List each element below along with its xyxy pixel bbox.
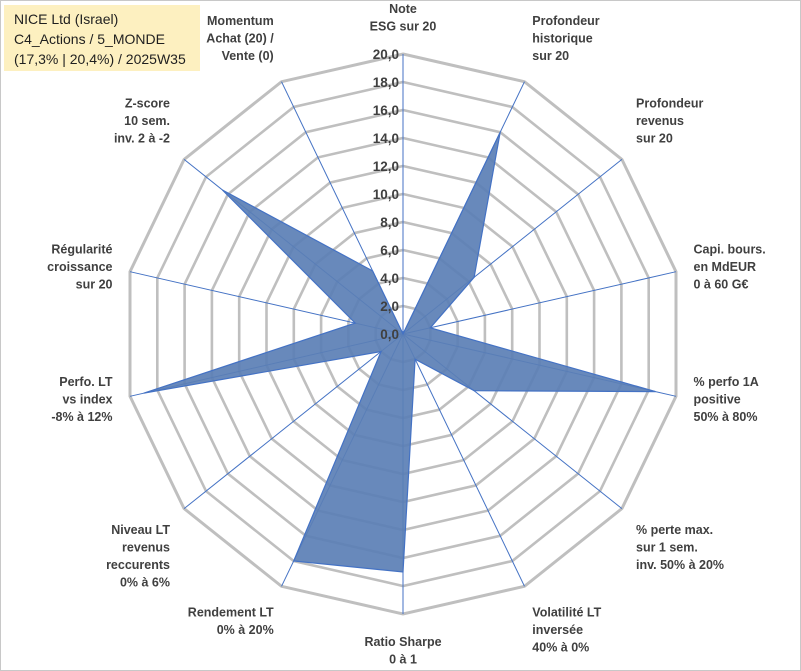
tick-label: 2,0 xyxy=(380,299,399,314)
axis-label-line: Profondeur xyxy=(532,14,599,28)
axis-label: Rendement LT 0% à 20% xyxy=(188,606,274,638)
axis-label-line: 0 à 1 xyxy=(389,653,417,667)
axis-label-line: reccurents xyxy=(106,558,170,572)
axis-label-line: Vente (0) xyxy=(222,49,274,63)
axis-label-line: Note xyxy=(389,2,417,16)
axis-label-line: Momentum xyxy=(207,14,274,28)
axis-label-line: historique xyxy=(532,32,592,46)
info-performance: (17,3% | 20,4%) / 2025W35 xyxy=(14,51,186,67)
axis-label: Perfo. LT vs index -8% à 12% xyxy=(51,375,113,424)
axis-label-line: sur 1 sem. xyxy=(636,540,698,554)
radar-series xyxy=(143,131,656,573)
axis-label-line: revenus xyxy=(636,114,684,128)
axis-label: Niveau LT revenus reccurents 0% à 6% xyxy=(106,523,170,590)
axis-label-line: croissance xyxy=(47,260,112,274)
axis-label: Capi. bours. en MdEUR 0 à 60 G€ xyxy=(694,242,766,291)
axis-label: Profondeur historique sur 20 xyxy=(532,14,599,63)
axis-label: Volatilité LT inversée 40% à 0% xyxy=(532,606,601,655)
axis-label-line: Ratio Sharpe xyxy=(364,635,441,649)
axis-label-line: inversée xyxy=(532,623,583,637)
axis-label-line: ESG sur 20 xyxy=(370,20,437,34)
series-area xyxy=(143,131,656,573)
tick-label: 6,0 xyxy=(380,243,399,258)
axis-label: Note ESG sur 20 xyxy=(370,2,437,34)
axis-label-line: vs index xyxy=(62,393,112,407)
info-box: NICE Ltd (Israel) C4_Actions / 5_MONDE (… xyxy=(4,5,200,71)
spoke-line xyxy=(402,333,525,587)
tick-label: 12,0 xyxy=(373,159,399,174)
axis-label-line: -8% à 12% xyxy=(51,410,112,424)
axis-label-line: sur 20 xyxy=(532,49,569,63)
axis-label-line: Niveau LT xyxy=(111,523,170,537)
axis-label-line: positive xyxy=(694,393,741,407)
axis-label-line: 40% à 0% xyxy=(532,641,589,655)
axis-label-line: 10 sem. xyxy=(124,114,170,128)
axis-label: Z-score 10 sem. inv. 2 à -2 xyxy=(114,97,170,146)
tick-label: 18,0 xyxy=(373,75,399,90)
axis-label-line: en MdEUR xyxy=(694,260,757,274)
info-category: C4_Actions / 5_MONDE xyxy=(14,31,165,47)
spoke-line xyxy=(183,333,404,509)
axis-label-line: 50% à 80% xyxy=(694,410,758,424)
axis-label-line: Rendement LT xyxy=(188,606,274,620)
axis-label-line: Volatilité LT xyxy=(532,606,601,620)
axis-label-line: 0% à 20% xyxy=(217,623,274,637)
tick-label: 20,0 xyxy=(373,47,399,62)
tick-label: 8,0 xyxy=(380,215,399,230)
axis-label-line: 0% à 6% xyxy=(120,575,170,589)
axis-label-line: inv. 2 à -2 xyxy=(114,132,170,146)
axis-label-line: Régularité xyxy=(51,242,112,256)
axis-label: Momentum Achat (20) / Vente (0) xyxy=(206,14,274,63)
axis-label-line: 0 à 60 G€ xyxy=(694,277,749,291)
axis-label-line: Capi. bours. xyxy=(694,242,766,256)
axis-label-line: sur 20 xyxy=(636,132,673,146)
tick-label: 4,0 xyxy=(380,271,399,286)
axis-label: Ratio Sharpe 0 à 1 xyxy=(364,635,441,667)
axis-label: Régularité croissance sur 20 xyxy=(47,242,112,291)
axis-label-line: inv. 50% à 20% xyxy=(636,558,724,572)
axis-label-line: Perfo. LT xyxy=(59,375,113,389)
axis-label-line: sur 20 xyxy=(76,277,113,291)
axis-label-line: Z-score xyxy=(125,97,170,111)
radar-tick-labels: 0,0 2,0 4,0 6,0 8,0 10,0 12,0 14,0 16,0 18,0 20,0 xyxy=(373,47,399,342)
tick-label: 16,0 xyxy=(373,103,399,118)
tick-label: 0,0 xyxy=(380,327,399,342)
axis-label: % perfo 1A positive 50% à 80% xyxy=(694,375,759,424)
spoke-line xyxy=(402,271,677,335)
info-company: NICE Ltd (Israel) xyxy=(14,11,119,27)
tick-label: 10,0 xyxy=(373,187,399,202)
radar-axis-labels: Note ESG sur 20 Profondeur historique sur 20… xyxy=(47,2,766,667)
axis-label: Profondeur revenus sur 20 xyxy=(636,97,703,146)
axis-label-line: % perfo 1A xyxy=(694,375,759,389)
axis-label-line: % perte max. xyxy=(636,523,713,537)
axis-label: % perte max. sur 1 sem. inv. 50% à 20% xyxy=(636,523,724,572)
axis-label-line: Profondeur xyxy=(636,97,703,111)
axis-label-line: Achat (20) / xyxy=(206,32,274,46)
axis-label-line: revenus xyxy=(122,540,170,554)
tick-label: 14,0 xyxy=(373,131,399,146)
